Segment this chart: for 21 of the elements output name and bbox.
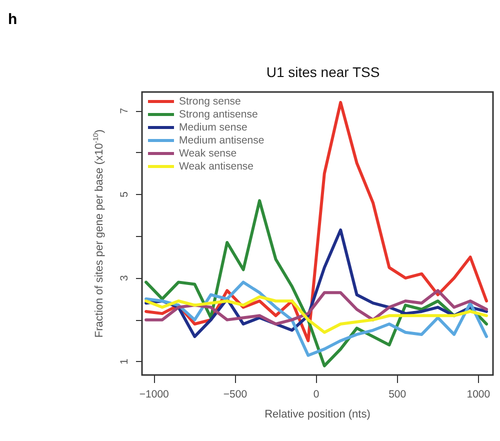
- x-tick-label: 0: [313, 388, 320, 400]
- line-series: [144, 295, 488, 334]
- legend-label: Weak sense: [179, 148, 237, 160]
- text: h: [8, 11, 18, 28]
- x-tick-label: 1000: [466, 388, 490, 400]
- y-tick-label: 7: [118, 108, 130, 114]
- y-tick-label: 5: [118, 191, 130, 198]
- legend-label: Medium antisense: [179, 134, 264, 146]
- legend-label: Medium sense: [179, 122, 248, 134]
- legend-label: Strong sense: [179, 96, 242, 108]
- chart-title: U1 sites near TSS: [266, 64, 380, 80]
- line-series: [144, 289, 488, 326]
- y-tick-label: 3: [118, 274, 130, 281]
- x-tick-label: −1000: [139, 388, 170, 400]
- x-tick-label: 500: [388, 388, 406, 400]
- y-tick-label: 1: [118, 358, 130, 365]
- legend-label: Weak antisense: [179, 160, 254, 172]
- x-tick-label: −500: [223, 388, 248, 400]
- line-series: [144, 280, 488, 357]
- x-axis-title: Relative position (nts): [264, 408, 370, 420]
- legend-label: Strong antisense: [179, 108, 258, 120]
